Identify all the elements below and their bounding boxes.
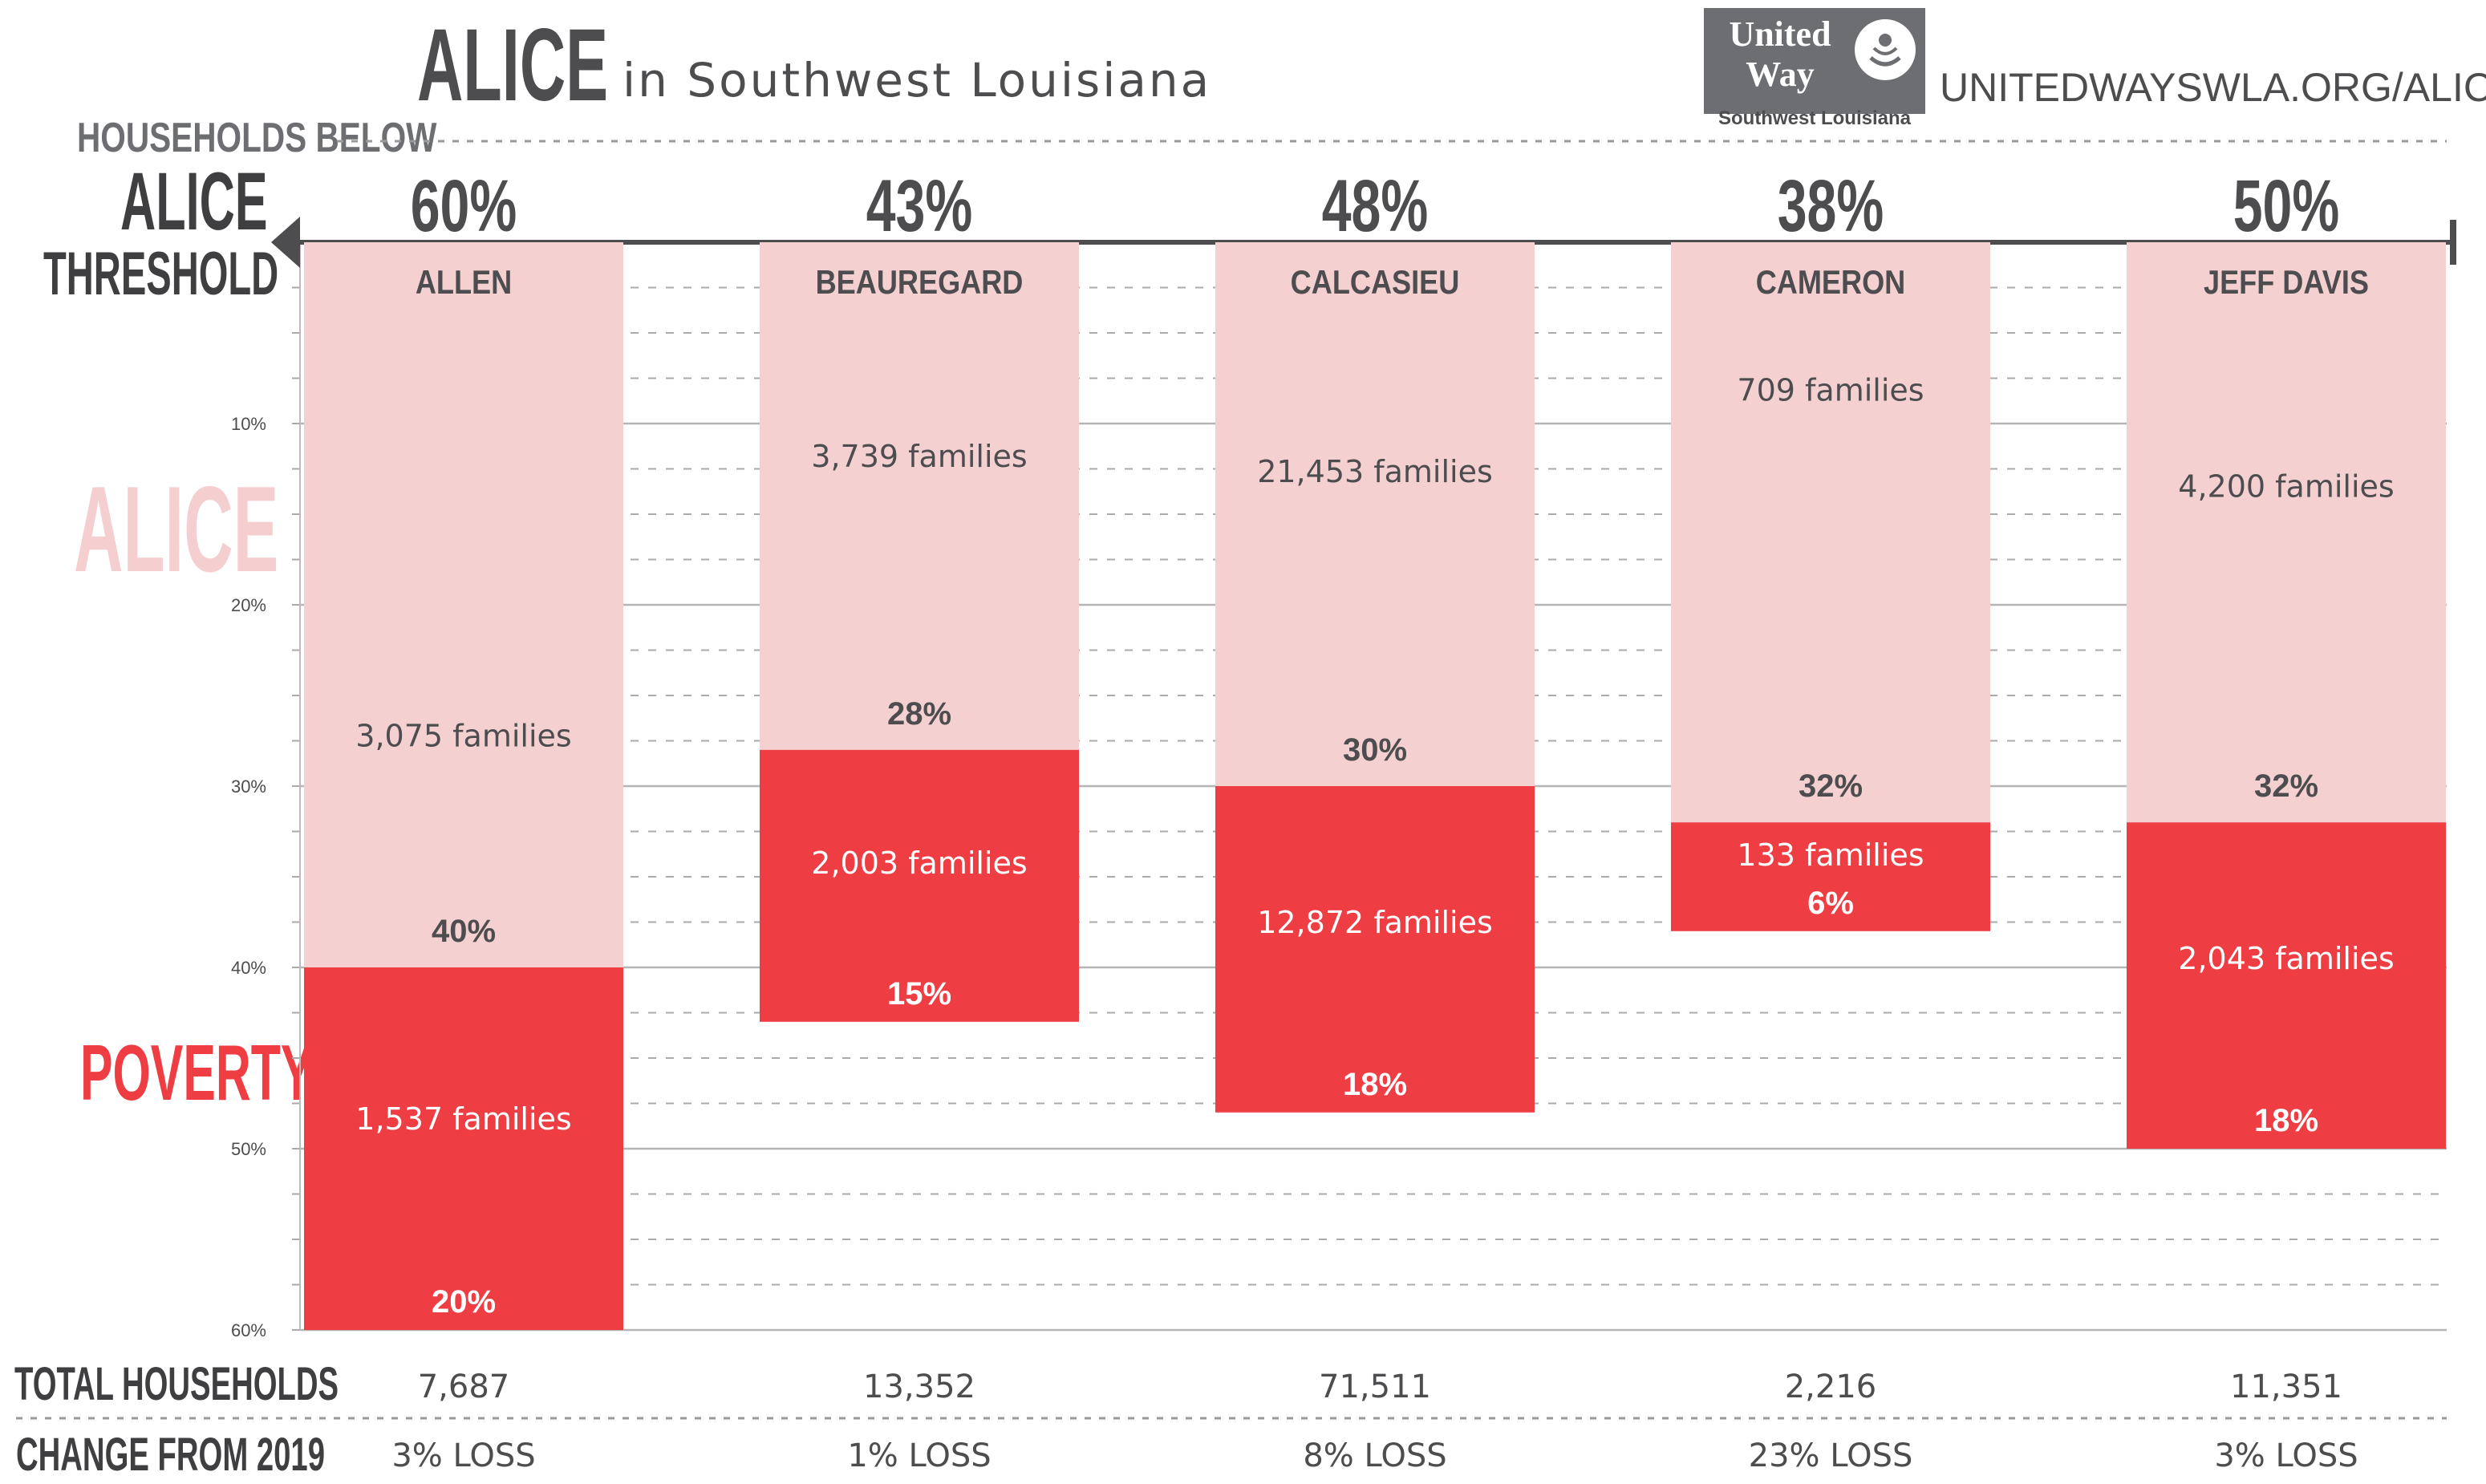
alice-percent-label: 28% [887, 696, 951, 732]
y-tick-label: 20% [231, 595, 266, 615]
alice-percent-label: 40% [432, 914, 496, 949]
total-households-value: 7,687 [418, 1368, 510, 1405]
poverty-percent-label: 20% [432, 1284, 496, 1320]
poverty-bar-calcasieu [1215, 786, 1535, 1113]
alice-bar-beauregard [760, 242, 1079, 750]
total-below-threshold-label: 43% [866, 164, 973, 246]
united-way-logo: United Way [1704, 8, 1925, 114]
poverty-bar-cameron [1671, 822, 1990, 931]
poverty-percent-label: 15% [887, 976, 951, 1012]
alice-series-label: ALICE [74, 461, 279, 598]
households-below-label: HOUSEHOLDS BELOW [77, 115, 437, 161]
category-label: JEFF DAVIS [2204, 265, 2369, 302]
title-sub: in Southwest Louisiana [623, 53, 1212, 107]
total-below-threshold-label: 50% [2233, 164, 2340, 246]
poverty-percent-label: 18% [1343, 1067, 1407, 1102]
title-main: ALICE [417, 8, 609, 123]
poverty-bar-jeff-davis [2127, 822, 2446, 1149]
alice-bar-jeff-davis [2127, 242, 2446, 823]
alice-bar-allen [304, 242, 623, 967]
alice-families-label: 3,739 families [811, 439, 1027, 474]
category-label: BEAUREGARD [816, 265, 1024, 302]
alice-families-label: 3,075 families [355, 719, 571, 754]
alice-threshold-label-line2: THRESHOLD [43, 240, 279, 308]
poverty-bar-allen [304, 967, 623, 1330]
poverty-families-label: 1,537 families [355, 1101, 571, 1137]
poverty-families-label: 2,043 families [2178, 941, 2394, 976]
poverty-percent-label: 18% [2254, 1103, 2318, 1138]
alice-percent-label: 32% [2254, 768, 2318, 804]
total-below-threshold-label: 38% [1778, 164, 1884, 246]
poverty-percent-label: 6% [1807, 886, 1854, 921]
total-households-value: 71,511 [1319, 1368, 1431, 1405]
alice-families-label: 709 families [1737, 373, 1924, 408]
y-tick-label: 60% [231, 1320, 266, 1340]
alice-percent-label: 32% [1799, 768, 1863, 804]
logo-subtitle: Southwest Louisiana [1717, 107, 1912, 129]
logo-line1: United [1729, 14, 1831, 54]
alice-percent-label: 30% [1343, 732, 1407, 768]
total-households-value: 13,352 [863, 1368, 975, 1405]
total-below-threshold-label: 60% [411, 164, 517, 246]
poverty-families-label: 12,872 families [1257, 905, 1493, 940]
alice-threshold-label-line1: ALICE [120, 156, 268, 247]
logo-line2: Way [1746, 55, 1815, 94]
change-from-2019-value: 1% LOSS [847, 1437, 991, 1474]
change-from-2019-value: 23% LOSS [1749, 1437, 1913, 1474]
y-tick-label: 30% [231, 776, 266, 797]
category-label: CAMERON [1756, 265, 1906, 302]
change-from-2019-value: 3% LOSS [391, 1437, 535, 1474]
poverty-bar-beauregard [760, 749, 1079, 1022]
total-below-threshold-label: 48% [1322, 164, 1429, 246]
poverty-families-label: 133 families [1737, 837, 1924, 873]
change-from-2019-value: 8% LOSS [1303, 1437, 1446, 1474]
y-tick-label: 10% [231, 414, 266, 434]
alice-families-label: 21,453 families [1257, 454, 1493, 489]
hand-icon [1855, 19, 1916, 80]
total-households-value: 2,216 [1785, 1368, 1877, 1405]
poverty-series-label: POVERTY [80, 1028, 314, 1117]
y-tick-label: 50% [231, 1139, 266, 1159]
change-from-2019-label: CHANGE FROM 2019 [16, 1429, 326, 1481]
category-label: ALLEN [416, 265, 512, 302]
y-tick-label: 40% [231, 958, 266, 978]
website-url: UNITEDWAYSWLA.ORG/ALICE [1940, 65, 2486, 110]
alice-bar-cameron [1671, 242, 1990, 823]
threshold-arrow-icon [271, 217, 300, 268]
alice-families-label: 4,200 families [2178, 469, 2394, 505]
change-from-2019-value: 3% LOSS [2214, 1437, 2358, 1474]
poverty-families-label: 2,003 families [811, 845, 1027, 881]
category-label: CALCASIEU [1291, 265, 1460, 302]
total-households-label: TOTAL HOUSEHOLDS [14, 1358, 339, 1410]
total-households-value: 11,351 [2230, 1368, 2342, 1405]
alice-bar-calcasieu [1215, 242, 1535, 786]
